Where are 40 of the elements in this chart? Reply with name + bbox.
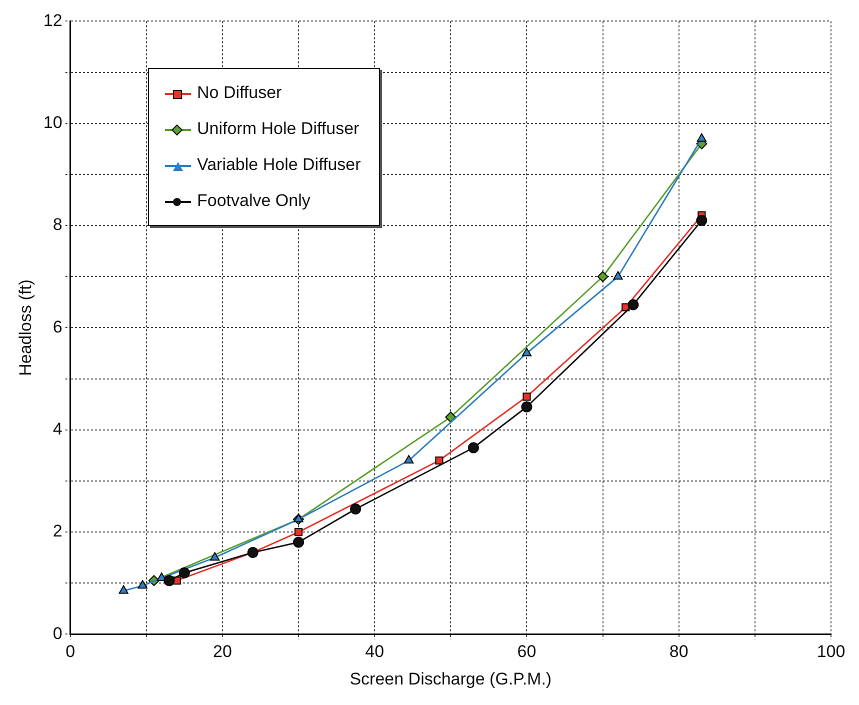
point <box>696 214 708 226</box>
point <box>521 401 532 412</box>
legend-label: No Diffuser <box>197 83 282 103</box>
point <box>294 528 303 536</box>
point <box>178 567 190 578</box>
legend-label: Footvalve Only <box>197 191 310 211</box>
y-tick-label: 4 <box>52 420 62 439</box>
y-tick-label: 2 <box>52 522 62 541</box>
point <box>118 585 128 594</box>
point <box>468 442 479 454</box>
y-tick-label: 8 <box>52 215 62 234</box>
point <box>522 392 531 401</box>
x-tick-label: 100 <box>816 642 846 662</box>
point <box>435 456 444 465</box>
legend-label: Variable Hole Diffuser <box>197 155 361 175</box>
x-tick-label: 0 <box>66 642 76 662</box>
y-tick-label: 6 <box>52 317 62 336</box>
point <box>210 552 220 561</box>
x-tick-label: 20 <box>212 642 232 662</box>
point <box>445 412 456 423</box>
y-tick-label: 0 <box>52 624 62 643</box>
y-tick-label: 10 <box>43 113 62 132</box>
x-tick-label: 60 <box>517 642 536 662</box>
point <box>294 514 304 522</box>
point <box>613 271 623 280</box>
point <box>164 575 175 586</box>
point <box>138 580 148 589</box>
x-tick-label: 80 <box>669 642 688 662</box>
point <box>404 455 414 464</box>
point <box>350 504 362 515</box>
point <box>597 271 608 282</box>
point <box>696 133 707 142</box>
legend-label: Uniform Hole Diffuser <box>197 119 360 139</box>
point <box>522 348 532 356</box>
y-tick-label: 12 <box>43 10 62 30</box>
x-tick-label: 40 <box>365 642 384 662</box>
point <box>628 299 639 310</box>
point <box>293 536 304 548</box>
y-axis-title: Headloss (ft) <box>16 280 35 376</box>
x-axis-title: Screen Discharge (G.P.M.) <box>350 669 552 688</box>
